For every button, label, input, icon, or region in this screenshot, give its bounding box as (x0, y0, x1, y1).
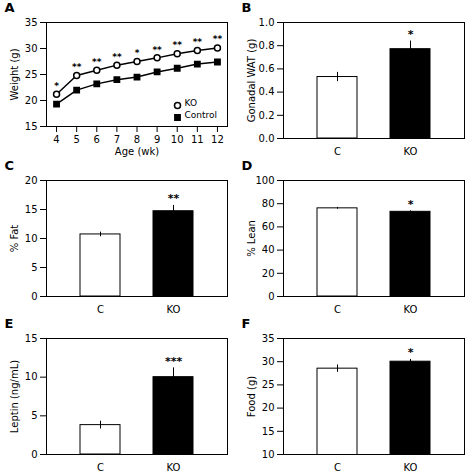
svg-text:KO: KO (167, 462, 181, 473)
svg-text:B: B (242, 0, 252, 15)
svg-text:**: ** (72, 62, 82, 72)
svg-text:*: * (408, 28, 414, 41)
svg-text:10: 10 (262, 449, 275, 460)
svg-text:60: 60 (262, 221, 275, 232)
svg-text:**: ** (152, 45, 162, 55)
svg-text:1.0: 1.0 (259, 17, 275, 28)
svg-text:A: A (5, 0, 15, 15)
svg-text:0.6: 0.6 (259, 63, 275, 74)
svg-text:30: 30 (262, 356, 275, 367)
svg-text:**: ** (213, 34, 223, 44)
svg-text:KO: KO (404, 146, 418, 157)
svg-text:10: 10 (25, 233, 38, 244)
svg-text:25: 25 (262, 379, 275, 390)
svg-text:% Fat: % Fat (9, 225, 20, 253)
svg-text:35: 35 (262, 333, 275, 344)
svg-text:0: 0 (31, 449, 37, 460)
svg-text:0.8: 0.8 (259, 40, 275, 51)
svg-text:11: 11 (191, 134, 204, 145)
svg-text:KO: KO (167, 304, 181, 315)
svg-text:12: 12 (211, 134, 224, 145)
svg-text:20: 20 (25, 175, 38, 186)
svg-text:25: 25 (25, 69, 38, 80)
svg-text:15: 15 (262, 426, 275, 437)
svg-text:35: 35 (25, 17, 38, 28)
svg-text:30: 30 (25, 43, 38, 54)
svg-text:20: 20 (262, 268, 275, 279)
svg-text:10: 10 (25, 371, 38, 382)
svg-text:*: * (408, 198, 414, 211)
svg-text:5: 5 (73, 134, 79, 145)
svg-text:0: 0 (268, 291, 274, 302)
svg-text:C: C (334, 146, 341, 157)
svg-text:Age (wk): Age (wk) (115, 146, 159, 157)
svg-text:7: 7 (114, 134, 120, 145)
svg-text:0.0: 0.0 (259, 133, 275, 144)
svg-text:***: *** (165, 355, 183, 368)
svg-text:**: ** (112, 52, 122, 62)
svg-text:0: 0 (31, 291, 37, 302)
svg-text:80: 80 (262, 198, 275, 209)
svg-text:Weight (g): Weight (g) (9, 48, 20, 100)
svg-text:20: 20 (262, 402, 275, 413)
svg-text:*: * (54, 81, 59, 91)
svg-text:C: C (97, 462, 104, 473)
svg-text:4: 4 (53, 134, 59, 145)
svg-text:*: * (408, 346, 414, 359)
svg-text:10: 10 (171, 134, 184, 145)
svg-text:**: ** (168, 192, 180, 205)
svg-text:0.2: 0.2 (259, 110, 275, 121)
svg-text:KO: KO (404, 304, 418, 315)
svg-text:6: 6 (94, 134, 100, 145)
svg-text:5: 5 (31, 410, 37, 421)
svg-text:15: 15 (25, 121, 38, 132)
svg-text:C: C (5, 158, 15, 173)
svg-text:F: F (242, 316, 251, 331)
svg-text:20: 20 (25, 95, 38, 106)
svg-text:*: * (135, 48, 140, 58)
svg-text:KO: KO (404, 462, 418, 473)
svg-text:Control: Control (185, 110, 218, 120)
svg-text:40: 40 (262, 244, 275, 255)
svg-text:C: C (334, 304, 341, 315)
svg-text:KO: KO (185, 98, 198, 108)
svg-text:5: 5 (31, 262, 37, 273)
svg-text:C: C (334, 462, 341, 473)
svg-text:Food (g): Food (g) (246, 376, 257, 417)
svg-text:C: C (97, 304, 104, 315)
svg-text:15: 15 (25, 204, 38, 215)
svg-text:Leptin (ng/mL): Leptin (ng/mL) (9, 360, 20, 433)
svg-text:**: ** (92, 57, 102, 67)
svg-text:100: 100 (255, 175, 274, 186)
svg-text:E: E (5, 316, 14, 331)
svg-text:Gonadal WAT (g): Gonadal WAT (g) (246, 39, 257, 123)
svg-text:9: 9 (154, 134, 160, 145)
svg-text:% Lean: % Lean (246, 220, 257, 257)
svg-text:**: ** (173, 40, 183, 50)
svg-text:15: 15 (25, 333, 38, 344)
svg-text:8: 8 (134, 134, 140, 145)
svg-text:**: ** (193, 37, 203, 47)
svg-text:0.4: 0.4 (259, 86, 275, 97)
svg-text:D: D (242, 158, 253, 173)
